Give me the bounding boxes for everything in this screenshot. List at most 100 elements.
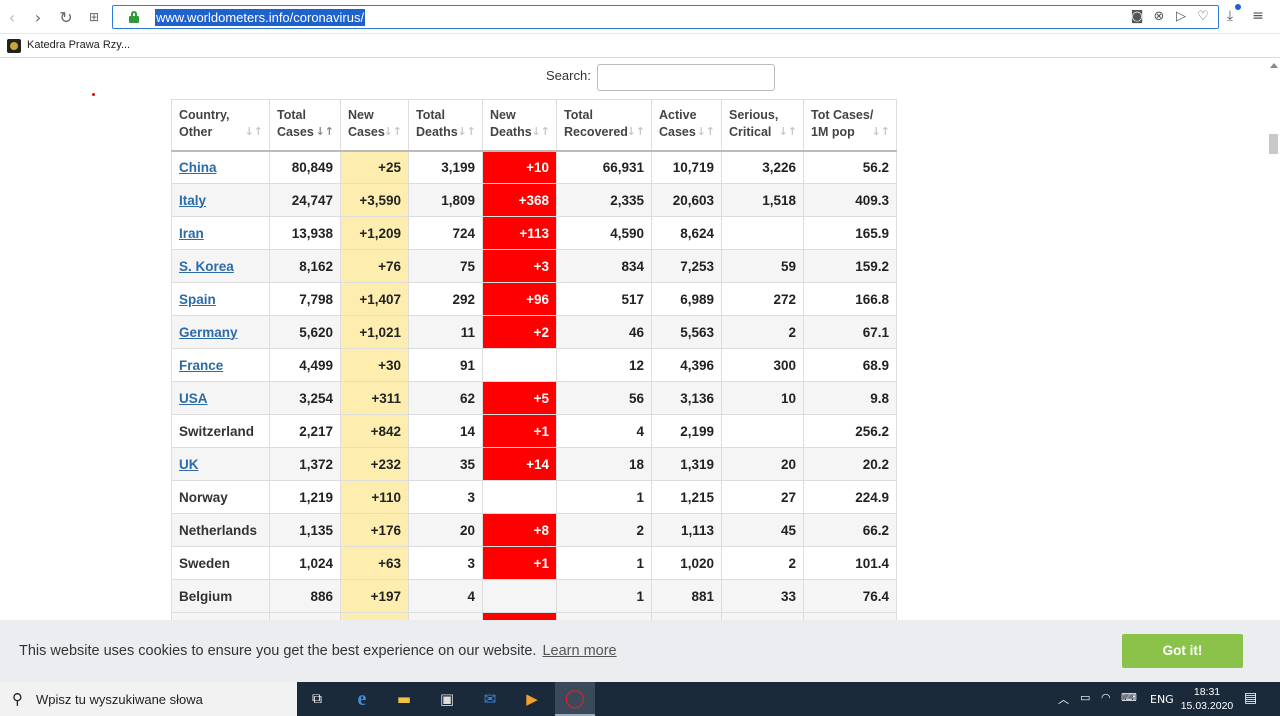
file-explorer-icon[interactable]: ▬ [396, 690, 412, 708]
cell-total-cases: 1,219 [269, 480, 341, 514]
send-icon[interactable]: ▷ [1176, 9, 1186, 24]
table-row: Germany 5,620 +1,021 11 +2 46 5,563 2 67.1 [171, 315, 897, 349]
header-line: Tot Cases/ [811, 108, 874, 122]
country-link[interactable]: France [179, 357, 224, 373]
cell-recovered: 1 [556, 546, 652, 580]
scroll-up-icon[interactable] [1270, 63, 1278, 68]
taskbar-search-input[interactable]: Wpisz tu wyszukiwane słowa [36, 692, 203, 707]
header-line: Recovered [564, 125, 628, 139]
scroll-thumb[interactable] [1269, 134, 1278, 154]
cell-per-million: 159.2 [803, 249, 897, 283]
country-name: Sweden [179, 555, 231, 571]
country-name: Norway [179, 489, 228, 505]
media-player-icon[interactable]: ▶ [526, 690, 538, 708]
column-header-0[interactable]: Country, Other ↓↑ [171, 99, 270, 152]
cell-total-cases: 13,938 [269, 216, 341, 250]
cell-total-cases: 5,620 [269, 315, 341, 349]
sort-icon[interactable]: ↓↑ [531, 124, 550, 138]
bookmark-heart-icon[interactable]: ♡ [1197, 9, 1209, 24]
cell-active: 881 [651, 579, 722, 613]
header-line: Deaths [490, 125, 532, 139]
column-header-8[interactable]: Tot Cases/1M pop ↓↑ [803, 99, 897, 152]
country-link[interactable]: China [179, 159, 217, 175]
country-link[interactable]: Spain [179, 291, 216, 307]
cell-serious: 59 [721, 249, 804, 283]
cell-new-cases: +25 [340, 150, 409, 184]
wifi-icon[interactable]: ◠ [1101, 691, 1111, 704]
learn-more-link[interactable]: Learn more [542, 643, 617, 659]
notifications-icon[interactable]: ▤ [1244, 690, 1258, 706]
scrollbar[interactable] [1267, 59, 1280, 682]
url-text[interactable]: www.worldometers.info/coronavirus/ [155, 9, 366, 26]
sort-icon[interactable]: ↓↑ [457, 124, 476, 138]
opera-taskbar-item[interactable] [555, 682, 595, 716]
back-arrow-icon[interactable]: ‹ [8, 7, 16, 27]
header-line: Deaths [416, 125, 458, 139]
sort-icon[interactable]: ↓↑ [778, 124, 797, 138]
column-header-7[interactable]: Serious, Critical ↓↑ [721, 99, 804, 152]
country-link[interactable]: S. Korea [179, 258, 234, 274]
cell-active: 1,113 [651, 513, 722, 547]
search-input[interactable] [597, 64, 775, 91]
table-header: Country, Other ↓↑ Total Cases ↓↑ New Cases ↓↑ Tot… [171, 99, 897, 152]
mail-icon[interactable]: ✉ [483, 690, 497, 708]
opera-icon[interactable]: ◯ [564, 688, 586, 709]
cell-total-cases: 1,135 [269, 513, 341, 547]
country-link[interactable]: Italy [179, 192, 207, 208]
cell-per-million: 66.2 [803, 513, 897, 547]
country-link[interactable]: UK [179, 456, 199, 472]
tray-chevron-icon[interactable]: ︿ [1058, 693, 1069, 706]
country-link[interactable]: Germany [179, 324, 238, 340]
cell-total-cases: 1,372 [269, 447, 341, 481]
forward-arrow-icon[interactable]: › [34, 7, 42, 27]
cell-country: Belgium [171, 579, 270, 613]
country-link[interactable]: Iran [179, 225, 204, 241]
sort-icon[interactable]: ↓↑ [383, 124, 402, 138]
language-indicator[interactable]: ENG [1150, 693, 1174, 706]
cell-active: 1,319 [651, 447, 722, 481]
got-it-button[interactable]: Got it! [1122, 634, 1243, 668]
cell-country: Norway [171, 480, 270, 514]
taskbar-search[interactable]: ⚲ Wpisz tu wyszukiwane słowa [0, 682, 297, 716]
column-header-4[interactable]: New Deaths ↓↑ [482, 99, 557, 152]
sort-icon[interactable]: ↓↑ [626, 124, 645, 138]
cell-new-deaths: +368 [482, 183, 557, 217]
sort-icon[interactable]: ↓↑ [315, 124, 334, 138]
sort-icon[interactable]: ↓↑ [871, 124, 890, 138]
cookie-banner: This website uses cookies to ensure you … [0, 620, 1280, 682]
speed-dial-icon[interactable]: ⊞ [88, 10, 100, 24]
snapshot-icon[interactable]: ◙ [1130, 9, 1144, 24]
bookmark-item[interactable]: Katedra Prawa Rzy... [27, 39, 131, 51]
store-icon[interactable]: ▣ [439, 690, 455, 708]
cell-new-cases: +311 [340, 381, 409, 415]
edge-icon[interactable]: e [357, 688, 367, 710]
cell-serious: 20 [721, 447, 804, 481]
address-bar[interactable]: www.worldometers.info/coronavirus/ ◙ ⊗ ▷… [112, 5, 1219, 29]
cell-new-deaths: +3 [482, 249, 557, 283]
cell-active: 10,719 [651, 150, 722, 184]
sort-icon[interactable]: ↓↑ [244, 124, 263, 138]
column-header-5[interactable]: Total Recovered ↓↑ [556, 99, 652, 152]
keyboard-icon[interactable]: ⌨ [1121, 691, 1137, 704]
column-header-1[interactable]: Total Cases ↓↑ [269, 99, 341, 152]
clock[interactable]: 18:31 15.03.2020 [1180, 685, 1234, 713]
reload-icon[interactable]: ↻ [59, 7, 73, 27]
table-row: France 4,499 +30 91 12 4,396 300 68.9 [171, 348, 897, 382]
cell-new-deaths [482, 480, 557, 514]
cell-serious: 300 [721, 348, 804, 382]
task-view-icon[interactable]: ⧉ [312, 691, 322, 707]
download-icon[interactable]: ⤓ [1222, 4, 1241, 26]
column-header-3[interactable]: Total Deaths ↓↑ [408, 99, 483, 152]
menu-icon[interactable]: ≡ [1252, 8, 1264, 24]
country-link[interactable]: USA [179, 390, 208, 406]
column-header-6[interactable]: Active Cases ↓↑ [651, 99, 722, 152]
cell-new-cases: +3,590 [340, 183, 409, 217]
battery-icon[interactable]: ▭ [1080, 691, 1091, 704]
cell-recovered: 66,931 [556, 150, 652, 184]
cell-total-deaths: 20 [408, 513, 483, 547]
sort-icon[interactable]: ↓↑ [696, 124, 715, 138]
cell-new-deaths: +1 [482, 414, 557, 448]
cell-total-deaths: 292 [408, 282, 483, 316]
adblock-icon[interactable]: ⊗ [1153, 9, 1165, 24]
column-header-2[interactable]: New Cases ↓↑ [340, 99, 409, 152]
